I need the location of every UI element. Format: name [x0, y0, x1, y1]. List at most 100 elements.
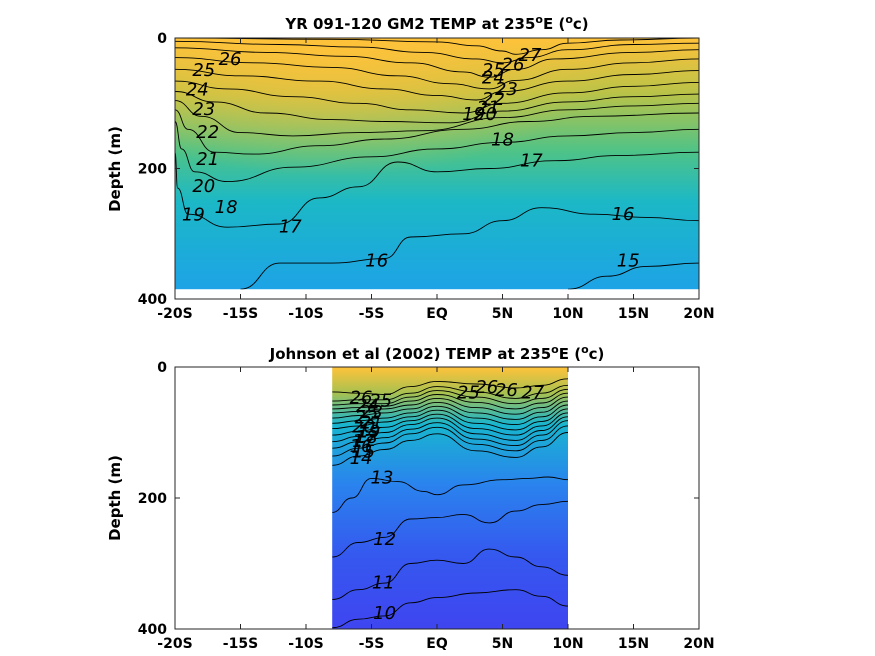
bottom-isotherm-23	[332, 392, 569, 410]
top-y-axis-label: Depth (m)	[106, 126, 124, 212]
top-isotherm-21	[175, 91, 699, 124]
bottom-x-tick-label: 5N	[492, 636, 513, 652]
top-isotherm-22	[175, 80, 699, 114]
top-contour-label-23: 23	[495, 79, 518, 100]
top-isotherm-16	[240, 207, 699, 290]
bottom-isotherm-17	[332, 416, 569, 443]
top-isotherm-26	[175, 40, 699, 64]
bottom-contour-label-22: 22	[355, 407, 378, 428]
top-contour-label-22: 22	[196, 122, 219, 143]
top-contour-label-16: 16	[365, 250, 388, 271]
bottom-isotherm-25	[332, 384, 569, 402]
bottom-isotherm-11	[332, 548, 569, 600]
top-contour-label-15: 15	[617, 250, 640, 271]
bottom-isotherm-15	[332, 425, 569, 457]
bottom-contour-label-26: 26	[475, 377, 498, 398]
bottom-y-axis-label: Depth (m)	[106, 455, 124, 541]
top-y-tick-label: 0	[157, 31, 167, 47]
bottom-contour-label-25: 25	[457, 382, 480, 403]
top-x-tick-label: -10S	[288, 306, 323, 322]
bottom-contour-label-23: 23	[360, 402, 383, 423]
top-x-tick-label: 10N	[552, 306, 583, 322]
bottom-isotherm-24	[332, 388, 569, 406]
top-isotherm-15	[567, 262, 699, 290]
top-contour-label-27: 27	[519, 45, 542, 66]
top-contour-label-18: 18	[491, 130, 514, 151]
bottom-contour-label-10: 10	[373, 603, 396, 624]
bottom-x-tick-label: -5S	[359, 636, 385, 652]
bottom-x-tick-label: 15N	[618, 636, 649, 652]
bottom-contour-label-11: 11	[372, 572, 395, 593]
top-contour-label-24: 24	[482, 68, 505, 89]
bottom-contour-label-12: 12	[373, 529, 396, 550]
top-panel: YR 091-120 GM2 TEMP at 235oE (oc) Depth …	[106, 13, 715, 322]
bottom-contour-label-27: 27	[521, 382, 544, 403]
top-contour-label-26: 26	[219, 49, 242, 70]
bottom-contour-label-26: 26	[495, 380, 518, 401]
top-isotherm-23	[175, 68, 699, 101]
top-contour-label-26: 26	[502, 55, 525, 76]
bottom-isotherm-group	[332, 378, 569, 629]
bottom-y-tick-label: 400	[138, 622, 167, 638]
top-contour-label-19: 19	[462, 104, 485, 125]
top-contour-label-23: 23	[192, 99, 215, 120]
top-isotherm-19	[175, 109, 699, 155]
bottom-isotherm-16	[332, 420, 569, 449]
bottom-x-tick-label: EQ	[426, 636, 448, 652]
top-warm-pool-shading	[175, 38, 699, 290]
top-contour-label-20: 20	[192, 176, 215, 197]
top-x-tick-label: 20N	[683, 306, 714, 322]
bottom-contour-label-25: 25	[369, 390, 392, 411]
bottom-isotherm-26	[332, 378, 569, 395]
top-contour-label-21: 21	[477, 98, 500, 119]
top-isotherm-20	[175, 100, 699, 137]
bottom-y-tick-label: 0	[157, 360, 167, 376]
top-contour-label-22: 22	[482, 89, 505, 110]
bottom-y-tick-label: 200	[138, 491, 167, 507]
top-isotherm-24	[175, 57, 699, 90]
top-isotherm-18	[175, 121, 699, 183]
bottom-contour-label-21: 21	[360, 413, 383, 434]
bottom-isotherm-22	[332, 396, 569, 415]
top-isotherm-25	[175, 47, 699, 78]
top-isotherm-17	[175, 151, 699, 228]
bottom-isotherm-18	[332, 412, 569, 436]
bottom-panel-title: Johnson et al (2002) TEMP at 235oE (oc)	[269, 343, 605, 363]
bottom-contour-label-14: 14	[350, 448, 373, 469]
top-contour-label-17: 17	[520, 151, 543, 172]
bottom-isotherm-19	[332, 408, 569, 431]
bottom-contour-label-20: 20	[352, 417, 375, 438]
top-contour-label-25: 25	[192, 60, 215, 81]
top-contour-label-24: 24	[186, 79, 209, 100]
top-x-tick-label: 5N	[492, 306, 513, 322]
bottom-contour-label-26: 26	[350, 388, 373, 409]
top-contour-label-19: 19	[182, 205, 205, 226]
top-x-tick-label: -15S	[223, 306, 258, 322]
top-y-tick-label: 400	[138, 292, 167, 308]
top-contour-label-20: 20	[474, 104, 497, 125]
bottom-x-tick-label: -10S	[288, 636, 323, 652]
bottom-isotherm-14	[332, 432, 569, 466]
bottom-contour-label-24: 24	[356, 396, 379, 417]
top-x-tick-label: -5S	[359, 306, 385, 322]
bottom-x-tick-label: -15S	[223, 636, 258, 652]
bottom-contour-label-18: 18	[355, 427, 378, 448]
bottom-isotherm-13	[332, 476, 569, 513]
top-contour-label-17: 17	[279, 216, 302, 237]
bottom-contour-label-13: 13	[371, 468, 394, 489]
top-contour-label-21: 21	[196, 149, 219, 170]
bottom-x-tick-label: -20S	[157, 636, 192, 652]
bottom-contour-label-15: 15	[352, 441, 375, 462]
bottom-isotherm-20	[332, 404, 569, 426]
bottom-isotherm-10	[332, 589, 569, 629]
top-x-tick-label: -20S	[157, 306, 192, 322]
bottom-contour-label-16: 16	[350, 436, 373, 457]
top-x-tick-label: EQ	[426, 306, 448, 322]
top-isotherm-27	[175, 38, 699, 55]
bottom-x-tick-label: 20N	[683, 636, 714, 652]
bottom-contour-label-19: 19	[357, 422, 380, 443]
top-x-tick-label: 15N	[618, 306, 649, 322]
bottom-contour-label-17: 17	[352, 431, 375, 452]
